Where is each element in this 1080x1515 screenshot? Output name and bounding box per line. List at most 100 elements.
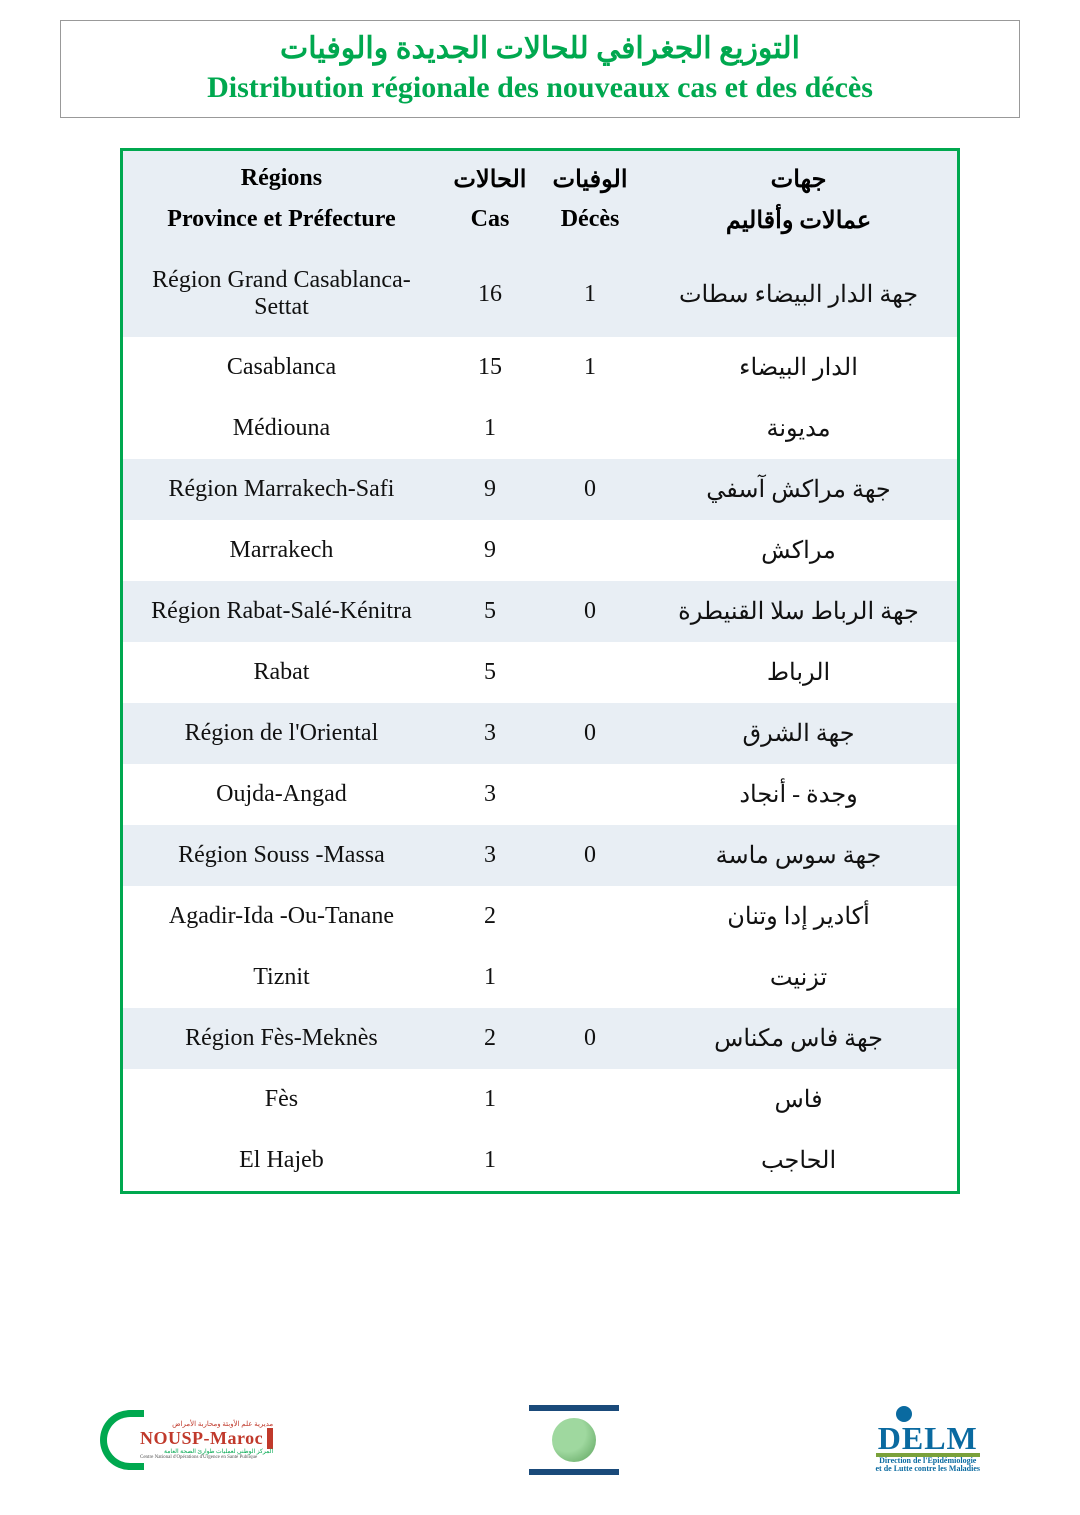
cell-dec: 0 [540,1008,640,1069]
cell-cas: 3 [440,825,540,886]
cell-dec [540,947,640,1008]
cell-fr: Agadir-Ida -Ou-Tanane [123,886,440,947]
cell-dec: 0 [540,581,640,642]
cell-ar: الرباط [640,642,957,703]
table-row: Médiouna1 مديونة [123,398,957,459]
cell-fr: Région Rabat-Salé-Kénitra [123,581,440,642]
hdr-province-ar: عمالات وأقاليم [640,200,957,251]
cell-ar: جهة سوس ماسة [640,825,957,886]
delm-sub2: et de Lutte contre les Maladies [876,1465,981,1474]
cell-dec: 1 [540,337,640,398]
nousp-arc-icon [100,1410,144,1470]
cell-fr: Rabat [123,642,440,703]
cell-cas: 2 [440,1008,540,1069]
cell-fr: Région Souss -Massa [123,825,440,886]
hdr-province-fr: Province et Préfecture [123,200,440,251]
table-row: Région Marrakech-Safi90جهة مراكش آسفي [123,459,957,520]
title-box: التوزيع الجغرافي للحالات الجديدة والوفيا… [60,20,1020,118]
cell-dec: 1 [540,251,640,337]
cell-ar: تزنيت [640,947,957,1008]
hdr-regions-fr: Régions [123,151,440,200]
cell-dec: 0 [540,459,640,520]
cell-cas: 1 [440,398,540,459]
regional-table: Régions الحالات الوفيات جهات Province et… [123,151,957,1191]
logo-nousp: مديرية علم الأوبئة ومحاربة الأمراض NOUSP… [100,1410,273,1470]
cell-cas: 5 [440,642,540,703]
nousp-top-ar: مديرية علم الأوبئة ومحاربة الأمراض [140,1421,273,1428]
table-row: Fès1 فاس [123,1069,957,1130]
hdr-regions-ar: جهات [640,151,957,200]
cell-dec [540,642,640,703]
cell-cas: 5 [440,581,540,642]
cell-fr: Région Marrakech-Safi [123,459,440,520]
cell-ar: جهة مراكش آسفي [640,459,957,520]
table-header: Régions الحالات الوفيات جهات Province et… [123,151,957,251]
nousp-sub-fr: Centre National d'Opérations d'Urgence e… [140,1455,273,1460]
table-row: Oujda-Angad3 وجدة - أنجاد [123,764,957,825]
center-circle-icon [552,1418,596,1462]
hdr-dec-fr: Décès [540,200,640,251]
cell-dec [540,398,640,459]
table-row: Marrakech9 مراكش [123,520,957,581]
cell-ar: مديونة [640,398,957,459]
table-row: Région Grand Casablanca-Settat161جهة الد… [123,251,957,337]
cell-dec [540,886,640,947]
cell-dec [540,1130,640,1191]
cell-fr: Région Fès-Meknès [123,1008,440,1069]
cell-dec: 0 [540,825,640,886]
cell-dec [540,764,640,825]
hdr-dec-ar: الوفيات [540,151,640,200]
cell-cas: 3 [440,703,540,764]
hdr-cas-ar: الحالات [440,151,540,200]
nousp-main: NOUSP-Maroc [140,1428,273,1449]
table-row: Rabat5 الرباط [123,642,957,703]
cell-ar: الحاجب [640,1130,957,1191]
table-row: Casablanca151الدار البيضاء [123,337,957,398]
logo-center [529,1405,619,1475]
table-row: Région Souss -Massa30جهة سوس ماسة [123,825,957,886]
cell-fr: Marrakech [123,520,440,581]
cell-dec [540,1069,640,1130]
table-body: Région Grand Casablanca-Settat161جهة الد… [123,251,957,1191]
cell-ar: جهة الرباط سلا القنيطرة [640,581,957,642]
cell-fr: El Hajeb [123,1130,440,1191]
cell-fr: Casablanca [123,337,440,398]
cell-ar: أكادير إدا وتنان [640,886,957,947]
table-row: El Hajeb1 الحاجب [123,1130,957,1191]
hdr-cas-fr: Cas [440,200,540,251]
cell-ar: وجدة - أنجاد [640,764,957,825]
cell-ar: جهة فاس مكناس [640,1008,957,1069]
cell-cas: 15 [440,337,540,398]
footer-logos: مديرية علم الأوبئة ومحاربة الأمراض NOUSP… [0,1405,1080,1475]
cell-cas: 1 [440,1069,540,1130]
logo-delm: DELM Direction de l'Epidémiologie et de … [876,1406,981,1474]
cell-dec [540,520,640,581]
cell-fr: Médiouna [123,398,440,459]
cell-ar: الدار البيضاء [640,337,957,398]
table-row: Tiznit1 تزنيت [123,947,957,1008]
cell-cas: 9 [440,520,540,581]
cell-cas: 16 [440,251,540,337]
cell-fr: Oujda-Angad [123,764,440,825]
delm-main: DELM [876,1424,981,1457]
cell-ar: فاس [640,1069,957,1130]
table-row: Région Fès-Meknès20جهة فاس مكناس [123,1008,957,1069]
delm-dot-icon [896,1406,912,1422]
cell-ar: مراكش [640,520,957,581]
cell-ar: جهة الدار البيضاء سطات [640,251,957,337]
cell-fr: Fès [123,1069,440,1130]
table-row: Agadir-Ida -Ou-Tanane2 أكادير إدا وتنان [123,886,957,947]
cell-cas: 1 [440,947,540,1008]
cell-fr: Région Grand Casablanca-Settat [123,251,440,337]
table-row: Région Rabat-Salé-Kénitra50جهة الرباط سل… [123,581,957,642]
cell-fr: Tiznit [123,947,440,1008]
cell-cas: 2 [440,886,540,947]
table-row: Région de l'Oriental30جهة الشرق [123,703,957,764]
cell-dec: 0 [540,703,640,764]
regional-table-container: Régions الحالات الوفيات جهات Province et… [120,148,960,1194]
cell-cas: 9 [440,459,540,520]
cell-cas: 3 [440,764,540,825]
title-arabic: التوزيع الجغرافي للحالات الجديدة والوفيا… [61,29,1019,68]
cell-cas: 1 [440,1130,540,1191]
cell-fr: Région de l'Oriental [123,703,440,764]
